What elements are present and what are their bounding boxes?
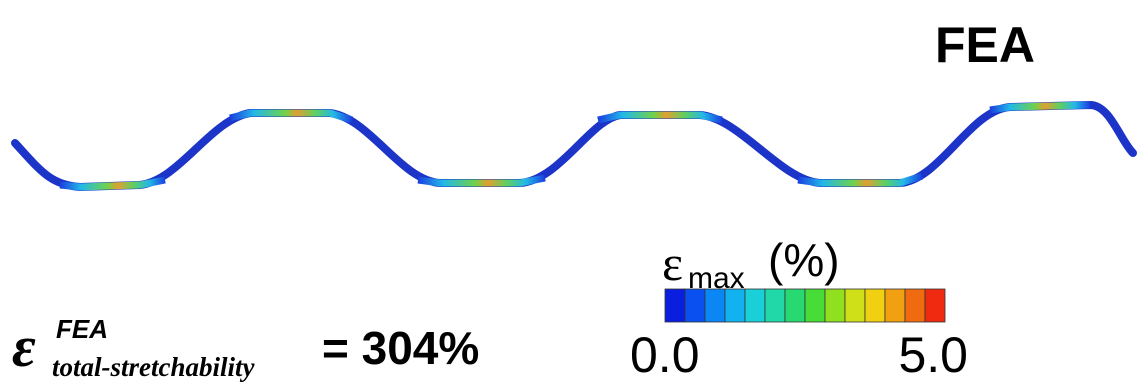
colorbar-swatch (725, 289, 745, 322)
result-superscript: FEA (56, 314, 108, 344)
serpentine-structure (15, 105, 1133, 187)
result-value: = 304% (322, 322, 479, 374)
colorbar-swatch (665, 289, 685, 322)
colorbar-swatch (885, 289, 905, 322)
colorbar-min-label: 0.0 (630, 327, 700, 383)
colorbar-swatch (845, 289, 865, 322)
colorbar-swatch (925, 289, 945, 322)
colorbar-swatch (685, 289, 705, 322)
result-symbol: ε (12, 314, 36, 379)
colorbar-swatch (865, 289, 885, 322)
colorbar-swatch (785, 289, 805, 322)
colorbar-swatch (745, 289, 765, 322)
colorbar: ε max (%) 0.0 5.0 (630, 234, 968, 383)
colorbar-symbol: ε (662, 235, 683, 291)
colorbar-swatch (905, 289, 925, 322)
colorbar-swatch (805, 289, 825, 322)
colorbar-swatch (825, 289, 845, 322)
colorbar-swatches (665, 289, 945, 322)
title: FEA (935, 17, 1035, 73)
colorbar-swatch (705, 289, 725, 322)
colorbar-unit: (%) (768, 234, 840, 286)
figure: FEA ε max (%) 0.0 5.0 ε FEA total-stretc… (0, 0, 1137, 388)
colorbar-max-label: 5.0 (898, 327, 968, 383)
colorbar-swatch (765, 289, 785, 322)
result-equation: ε FEA total-stretchability = 304% (12, 314, 479, 382)
result-subscript: total-stretchability (52, 352, 256, 382)
